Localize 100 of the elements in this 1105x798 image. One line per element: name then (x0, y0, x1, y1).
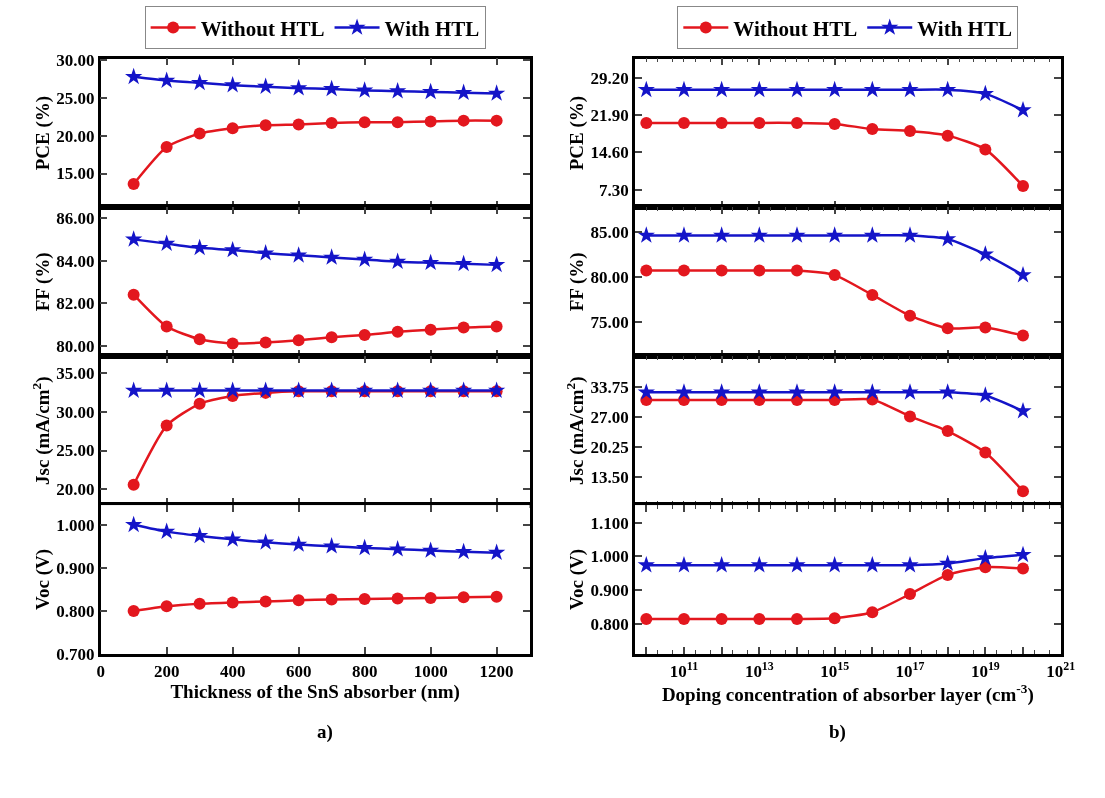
point (127, 604, 140, 617)
point (127, 478, 140, 491)
point (160, 320, 173, 333)
point (190, 381, 209, 398)
point (457, 321, 470, 334)
point (979, 143, 992, 156)
point (193, 333, 206, 346)
point (750, 556, 768, 573)
point (193, 397, 206, 410)
point (158, 381, 176, 398)
y-tick-label: 80.00 (590, 267, 629, 287)
point (256, 77, 275, 94)
point (193, 127, 206, 140)
point (677, 116, 690, 129)
y-tick-label: 27.00 (590, 408, 629, 428)
point (979, 446, 992, 459)
point (388, 252, 407, 270)
point (226, 596, 239, 609)
point (637, 226, 655, 243)
y-tick-label: 29.20 (590, 69, 629, 89)
point (158, 234, 176, 251)
x-tick-label: 1000 (413, 661, 448, 681)
point (226, 337, 239, 350)
y-axis-title: FF (%) (32, 252, 55, 312)
point (675, 556, 693, 573)
point (979, 321, 992, 334)
y-tick-label: 86.00 (56, 209, 95, 229)
y-tick-label: 33.75 (590, 378, 629, 398)
point (750, 383, 768, 400)
point (826, 80, 844, 98)
point (866, 606, 879, 619)
y-tick-label: 30.00 (56, 402, 95, 422)
point (289, 246, 308, 263)
y-tick-label: 0.900 (590, 580, 629, 600)
point (325, 331, 338, 344)
point (160, 600, 173, 613)
point (292, 118, 305, 131)
point (127, 288, 140, 301)
point (424, 323, 437, 336)
point (677, 612, 690, 625)
point (790, 612, 803, 625)
point (158, 522, 176, 539)
point (223, 381, 242, 398)
point (358, 116, 371, 129)
point (863, 383, 881, 400)
point (125, 67, 143, 85)
point (388, 540, 407, 557)
y-tick-label: 0.700 (56, 644, 95, 664)
y-tick-label: 82.00 (56, 294, 95, 314)
x-axis-title: Thickness of the SnS absorber (nm) (170, 680, 460, 703)
point (939, 80, 957, 98)
point (976, 549, 994, 566)
point (292, 334, 305, 347)
point (826, 226, 844, 243)
point (941, 425, 954, 438)
y-tick-label: 85.00 (590, 222, 629, 242)
point (904, 588, 916, 601)
point (421, 381, 440, 398)
y-axis-title: FF (%) (566, 252, 589, 312)
x-tick-label: 10$^{21}$ (1046, 658, 1076, 681)
y-tick-label: 1.000 (590, 547, 629, 567)
point (454, 83, 473, 101)
point (939, 554, 957, 571)
point (713, 556, 731, 573)
point (901, 226, 919, 243)
point (901, 80, 919, 98)
point (223, 240, 242, 258)
x-tick-label: 10$^{17}$ (895, 658, 925, 681)
x-tick-label: 800 (351, 661, 378, 681)
point (125, 230, 143, 247)
y-axis-title: PCE (%) (566, 95, 589, 171)
point (941, 129, 954, 142)
point (750, 80, 768, 98)
point (675, 80, 693, 98)
x-tick-label: 10$^{19}$ (970, 658, 1000, 681)
point (457, 591, 470, 604)
point (259, 119, 272, 132)
x-tick-label: 10$^{11}$ (669, 658, 699, 681)
point (715, 612, 728, 625)
point (454, 254, 473, 272)
point (454, 381, 473, 398)
point (976, 386, 994, 403)
point (788, 383, 806, 400)
legend-label: Without HTL (200, 16, 325, 41)
y-tick-label: 84.00 (56, 251, 95, 271)
point (355, 250, 374, 267)
point (160, 419, 173, 432)
point (226, 122, 239, 135)
point (388, 381, 407, 398)
point (788, 80, 806, 98)
point (713, 226, 731, 243)
point (490, 590, 503, 603)
point (715, 264, 728, 277)
point (325, 593, 338, 606)
point (713, 80, 731, 98)
y-tick-label: 80.00 (56, 336, 95, 356)
point (292, 594, 305, 607)
point (421, 82, 440, 100)
point (421, 253, 440, 271)
point (904, 309, 916, 322)
